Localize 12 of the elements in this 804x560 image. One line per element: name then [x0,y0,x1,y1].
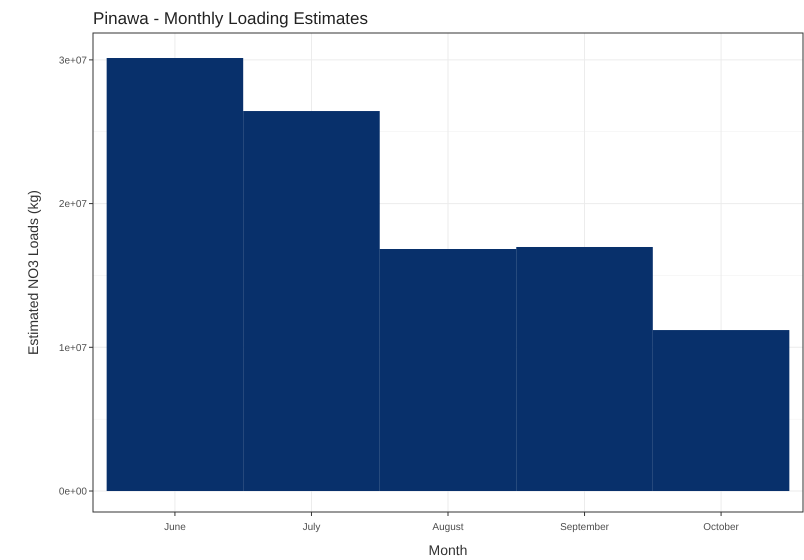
y-tick-label: 1e+07 [58,342,88,354]
x-tick-label: September [560,522,610,533]
x-tick-label: July [302,522,320,533]
y-tick-label: 3e+07 [58,55,88,66]
y-axis-title: Estimated NO3 Loads (kg) [25,190,41,355]
chart-title: Pinawa - Monthly Loading Estimates [93,9,368,28]
x-tick-label: October [703,522,740,533]
x-tick-label: June [164,522,186,533]
x-tick-label: August [432,522,464,533]
y-tick-label: 0e+00 [58,486,88,498]
y-tick-label: 2e+07 [58,199,88,210]
x-axis-title: Month [428,542,468,558]
